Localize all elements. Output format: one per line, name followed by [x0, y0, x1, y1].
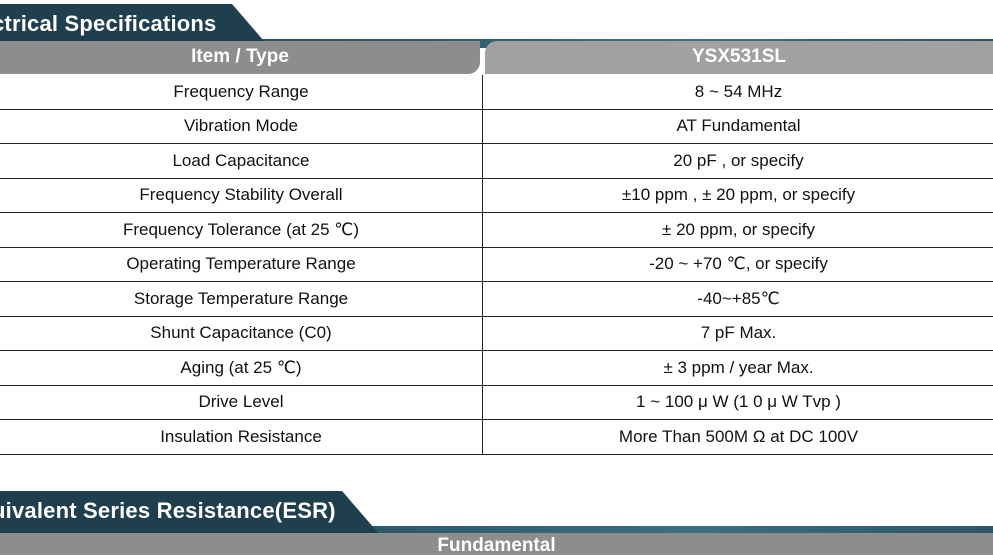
row-item: Frequency Range [0, 75, 483, 109]
spec-table: Frequency Range 8 ~ 54 MHz Vibration Mod… [0, 75, 993, 455]
row-item: Load Capacitance [0, 144, 483, 179]
row-item: Frequency Stability Overall [0, 178, 483, 213]
banner-tab: uivalent Series Resistance(ESR) [0, 491, 380, 535]
row-item: Frequency Tolerance (at 25 ℃) [0, 213, 483, 248]
table-row: Load Capacitance 20 pF , or specify [0, 144, 993, 179]
row-item: Drive Level [0, 385, 483, 420]
row-value: More Than 500M Ω at DC 100V [483, 420, 993, 455]
row-item: Operating Temperature Range [0, 247, 483, 282]
row-value: 20 pF , or specify [483, 144, 993, 179]
spec-table-header: Item / Type YSX531SL [0, 41, 993, 75]
row-value: ± 3 ppm / year Max. [483, 351, 993, 386]
table-row: Shunt Capacitance (C0) 7 pF Max. [0, 316, 993, 351]
table-row: Storage Temperature Range -40~+85℃ [0, 282, 993, 317]
row-item: Aging (at 25 ℃) [0, 351, 483, 386]
table-row: Frequency Tolerance (at 25 ℃) ± 20 ppm, … [0, 213, 993, 248]
row-item: Storage Temperature Range [0, 282, 483, 317]
row-item: Shunt Capacitance (C0) [0, 316, 483, 351]
row-value: 1 ~ 100 μ W (1 0 μ W Tvp ) [483, 385, 993, 420]
row-value: AT Fundamental [483, 109, 993, 144]
esr-title: uivalent Series Resistance(ESR) [0, 498, 336, 524]
table-row: Drive Level 1 ~ 100 μ W (1 0 μ W Tvp ) [0, 385, 993, 420]
header-item-type: Item / Type [0, 41, 480, 74]
row-value: -20 ~ +70 ℃, or specify [483, 247, 993, 282]
row-value: 8 ~ 54 MHz [483, 75, 993, 109]
table-row: Operating Temperature Range -20 ~ +70 ℃,… [0, 247, 993, 282]
row-item: Vibration Mode [0, 109, 483, 144]
table-row: Frequency Range 8 ~ 54 MHz [0, 75, 993, 109]
row-item: Insulation Resistance [0, 420, 483, 455]
row-value: 7 pF Max. [483, 316, 993, 351]
header-model: YSX531SL [485, 41, 993, 74]
row-value: -40~+85℃ [483, 282, 993, 317]
electrical-specifications-title: ctrical Specifications [0, 11, 217, 37]
esr-table-header: Fundamental [0, 533, 993, 555]
table-row: Insulation Resistance More Than 500M Ω a… [0, 420, 993, 455]
row-value: ± 20 ppm, or specify [483, 213, 993, 248]
table-row: Vibration Mode AT Fundamental [0, 109, 993, 144]
row-value: ±10 ppm , ± 20 ppm, or specify [483, 178, 993, 213]
table-row: Frequency Stability Overall ±10 ppm , ± … [0, 178, 993, 213]
table-row: Aging (at 25 ℃) ± 3 ppm / year Max. [0, 351, 993, 386]
esr-banner: uivalent Series Resistance(ESR) [0, 491, 993, 535]
